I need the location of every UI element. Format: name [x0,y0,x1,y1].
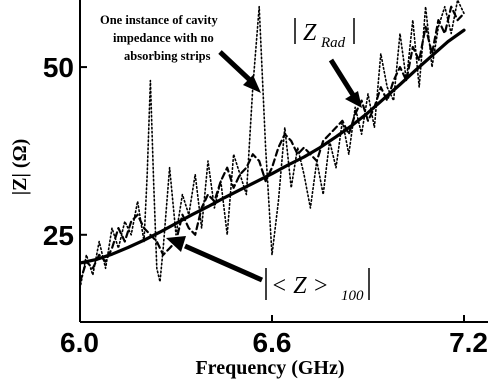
x-tick-label: 6.0 [60,327,99,358]
annotation-z-avg-arrow-shaft [183,243,264,283]
annotation-z-avg-arrow-head [166,236,186,252]
x-axis-label: Frequency (GHz) [195,357,344,379]
annotation-no-strips-line-2: impedance with no [113,31,214,45]
series-line-solid [80,28,466,265]
ticks-layer: 6.0 6.6 7.2 25 50 [43,52,488,358]
annotation-no-strips-arrow-head [243,75,261,93]
annotation-z-rad-arrow-head [345,91,362,108]
annotation-z-avg-symbol: < Z > [271,273,329,299]
plot-area [80,0,466,290]
y-tick-label: 25 [43,220,74,251]
annotation-z-rad-arrow-shaft [328,58,356,97]
series-line-dotted [80,0,465,290]
x-tick-label: 6.6 [253,327,292,358]
annotations-layer: One instance of cavity impedance with no… [100,13,370,304]
x-tick-label: 7.2 [449,327,488,358]
series-layer [80,0,466,290]
series-line-dashed [80,5,466,283]
annotation-no-strips-arrow-shaft [218,50,254,84]
annotation-z-rad-subscript: Rad [320,35,346,51]
annotation-z-rad-symbol: Z [303,20,317,46]
annotation-no-strips-line-3: absorbing strips [124,49,211,63]
annotation-z-avg-subscript: 100 [341,288,364,304]
annotation-no-strips-line-1: One instance of cavity [100,13,218,27]
y-tick-label: 50 [43,52,74,83]
y-axis-label: |Z| (Ω) [9,139,31,195]
